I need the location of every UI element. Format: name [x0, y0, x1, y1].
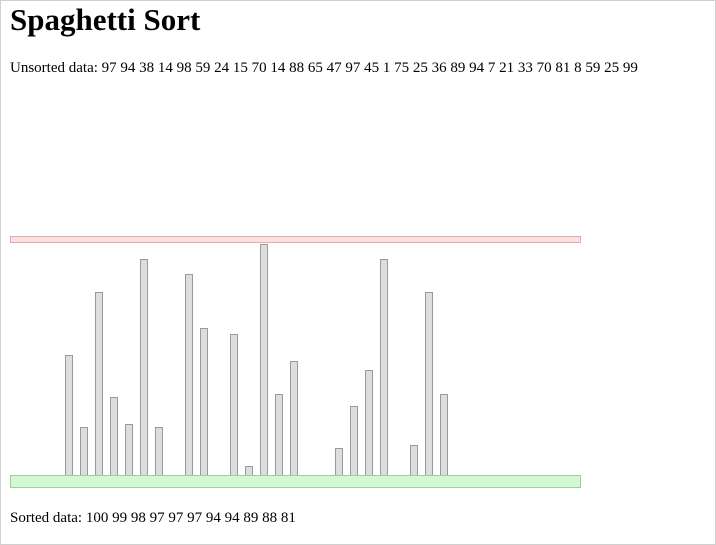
spaghetti-stick	[185, 274, 193, 476]
spaghetti-stick	[80, 427, 88, 476]
hand-bar	[10, 236, 581, 243]
unsorted-label: Unsorted data:	[10, 60, 98, 76]
spaghetti-stick	[125, 424, 133, 476]
spaghetti-stick	[110, 397, 118, 476]
unsorted-data-line: Unsorted data: 97 94 38 14 98 59 24 15 7…	[10, 59, 638, 77]
spaghetti-stick	[290, 361, 298, 476]
sorted-values: 100 99 98 97 97 97 94 94 89 88 81	[85, 510, 296, 526]
spaghetti-stick	[425, 292, 433, 476]
spaghetti-stick	[365, 370, 373, 476]
spaghetti-stick	[440, 394, 448, 476]
spaghetti-stick	[275, 394, 283, 476]
spaghetti-stick	[380, 259, 388, 476]
spaghetti-stick	[350, 406, 358, 476]
spaghetti-stick	[230, 334, 238, 476]
spaghetti-stick	[140, 259, 148, 476]
sorted-data-line: Sorted data: 100 99 98 97 97 97 94 94 89…	[10, 509, 296, 527]
spaghetti-stick	[155, 427, 163, 476]
unsorted-values: 97 94 38 14 98 59 24 15 70 14 88 65 47 9…	[101, 60, 638, 76]
spaghetti-stick	[65, 355, 73, 476]
sorted-label: Sorted data:	[10, 510, 83, 526]
spaghetti-stick	[95, 292, 103, 476]
page-title: Spaghetti Sort	[10, 2, 201, 37]
spaghetti-stick	[410, 445, 418, 476]
spaghetti-stick	[260, 244, 268, 476]
spaghetti-stick	[335, 448, 343, 476]
table-bar	[10, 475, 581, 488]
spaghetti-stick	[200, 328, 208, 476]
